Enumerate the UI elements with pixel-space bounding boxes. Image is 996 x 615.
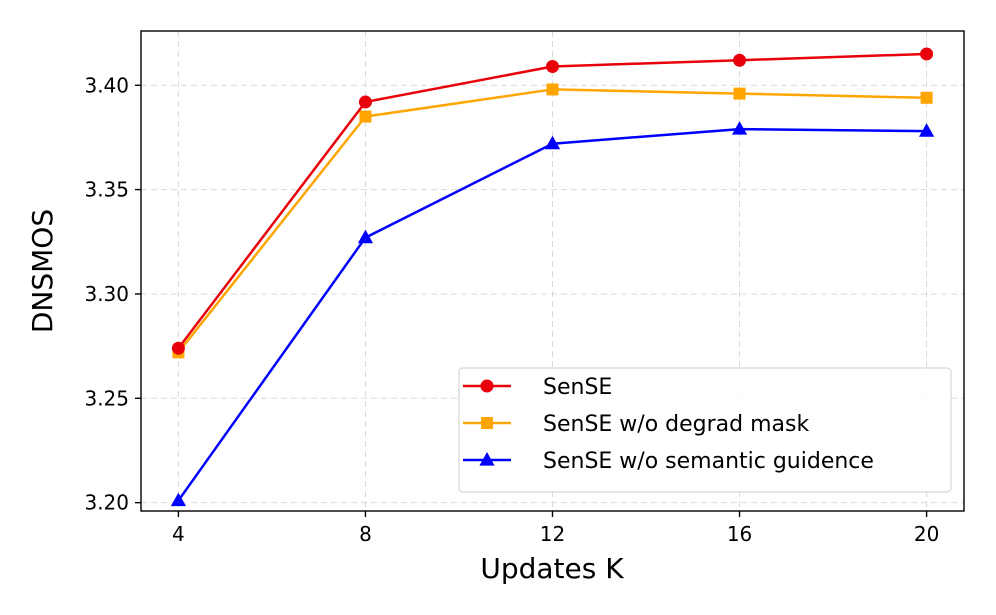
legend-label: SenSE w/o degrad mask — [543, 412, 809, 437]
legend-marker — [481, 417, 493, 429]
legend-marker — [479, 452, 495, 466]
y-axis-ticks: 3.20 3.25 3.30 3.35 3.40 — [84, 73, 141, 515]
x-tick-label: 20 — [914, 522, 939, 546]
data-point — [170, 492, 187, 507]
series-3 — [170, 121, 935, 507]
data-point — [544, 135, 561, 150]
data-point — [171, 341, 185, 355]
data-point — [920, 91, 933, 104]
data-point — [733, 53, 747, 67]
y-tick-label: 3.40 — [84, 73, 129, 97]
data-point — [918, 123, 935, 137]
y-tick-label: 3.35 — [84, 178, 129, 202]
data-point — [359, 110, 372, 123]
data-point — [546, 83, 559, 96]
y-tick-label: 3.30 — [84, 282, 129, 306]
x-tick-label: 8 — [359, 522, 372, 546]
series-layer — [170, 47, 935, 507]
x-tick-label: 12 — [540, 522, 565, 546]
x-tick-label: 4 — [172, 522, 185, 546]
legend-label: SenSE — [543, 375, 612, 400]
x-axis-ticks: 4 8 12 16 20 — [172, 511, 939, 546]
legend-label: SenSE w/o semantic guidence — [543, 449, 874, 474]
y-tick-label: 3.20 — [84, 491, 129, 515]
legend-box — [458, 367, 952, 493]
legend-entry: SenSE w/o semantic guidence — [463, 449, 874, 474]
legend-marker — [480, 379, 494, 393]
legend-entry: SenSE — [463, 375, 612, 400]
data-point — [357, 229, 374, 244]
data-point — [733, 87, 746, 100]
series-2 — [172, 83, 933, 359]
legend: SenSE SenSE w/o degrad mask SenSE w/o sema… — [458, 367, 952, 493]
legend-entry: SenSE w/o degrad mask — [463, 412, 809, 437]
data-point — [546, 59, 559, 73]
y-tick-label: 3.25 — [84, 386, 129, 410]
data-point — [358, 95, 372, 109]
data-point — [731, 121, 748, 135]
data-point — [920, 47, 934, 61]
series-1 — [171, 47, 934, 355]
x-axis-label: Updates K — [480, 552, 624, 585]
x-tick-label: 16 — [727, 522, 752, 546]
y-axis-label: DNSMOS — [26, 209, 59, 333]
